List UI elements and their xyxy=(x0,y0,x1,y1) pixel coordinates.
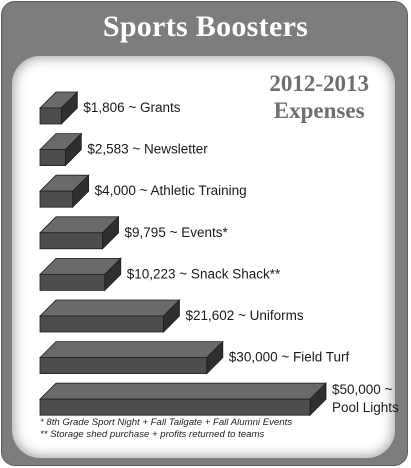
bar-newsletter xyxy=(39,132,83,167)
bar-label-field-turf: $30,000 ~ Field Turf xyxy=(229,350,350,365)
bar-label-line: $2,583 ~ Newsletter xyxy=(87,142,208,157)
bar-athletic-training xyxy=(39,174,90,209)
bar-field-turf xyxy=(39,340,224,375)
bar-label-newsletter: $2,583 ~ Newsletter xyxy=(87,142,208,157)
bar-top-face xyxy=(39,341,224,359)
chart-title: Sports Boosters xyxy=(102,10,309,43)
footnote-events: * 8th Grade Sport Night + Fall Tailgate … xyxy=(40,417,293,428)
bar-label-events: $9,795 ~ Events* xyxy=(125,225,229,240)
bar-label-line: $10,223 ~ Snack Shack** xyxy=(127,266,281,281)
bar-front-face xyxy=(39,398,311,416)
bar-snack-shack xyxy=(39,257,122,292)
bar-top-face xyxy=(39,382,327,400)
bar-label-athletic-training: $4,000 ~ Athletic Training xyxy=(95,183,247,198)
bar-grants xyxy=(39,91,79,125)
bar-events xyxy=(39,215,120,250)
bar-front-face xyxy=(39,107,62,125)
bar-front-face xyxy=(39,357,208,375)
bar-top-face xyxy=(39,299,181,317)
bar-label-line: Pool Lights xyxy=(332,400,399,415)
bar-label-line: $1,806 ~ Grants xyxy=(83,100,180,115)
footnotes: * 8th Grade Sport Night + Fall Tailgate … xyxy=(40,417,380,441)
bar-front-face xyxy=(39,232,103,250)
bar-front-face xyxy=(39,190,74,208)
bar-label-line: $30,000 ~ Field Turf xyxy=(229,350,350,365)
bar-label-snack-shack: $10,223 ~ Snack Shack** xyxy=(127,266,281,281)
bar-label-line: $50,000 ~ xyxy=(332,382,393,397)
bar-label-line: $4,000 ~ Athletic Training xyxy=(95,183,247,198)
bar-label-line: $9,795 ~ Events* xyxy=(125,225,229,240)
bar-label-grants: $1,806 ~ Grants xyxy=(83,100,180,115)
bar-label-line: $21,602 ~ Uniforms xyxy=(185,308,303,323)
bar-front-face xyxy=(39,315,164,333)
bar-label-pool-lights: $50,000 ~ Pool Lights xyxy=(332,382,399,415)
bar-front-face xyxy=(39,273,106,291)
footnote-snack-shack: ** Storage shed purchase + profits retur… xyxy=(40,429,265,440)
bar-label-uniforms: $21,602 ~ Uniforms xyxy=(185,308,303,323)
bar-pool-lights xyxy=(39,382,327,417)
bar-front-face xyxy=(39,149,66,167)
bar-uniforms xyxy=(39,299,181,333)
